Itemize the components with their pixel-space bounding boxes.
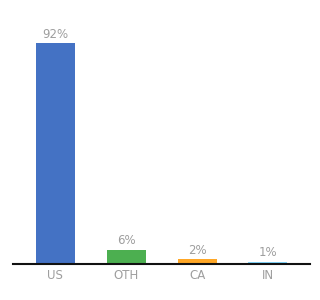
Bar <box>36 43 75 264</box>
Bar <box>178 259 217 264</box>
Bar <box>107 250 146 264</box>
Text: 6%: 6% <box>117 234 135 247</box>
Text: 92%: 92% <box>42 28 68 41</box>
Text: 2%: 2% <box>188 244 206 257</box>
Bar <box>248 262 287 264</box>
Text: 1%: 1% <box>259 246 277 259</box>
